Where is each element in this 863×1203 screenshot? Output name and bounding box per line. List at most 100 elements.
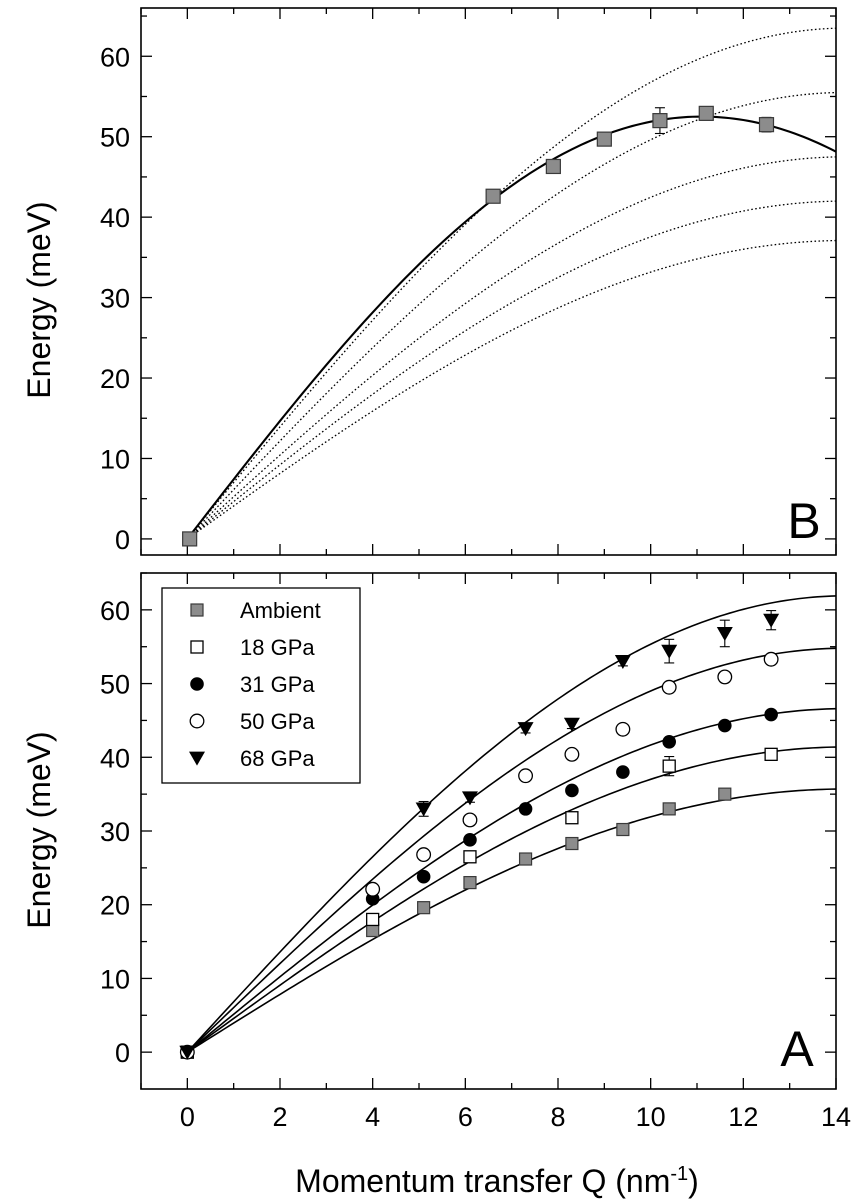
panel-a-data-point-shape: [366, 923, 380, 938]
panel-a-y-tick-label: 60: [100, 596, 130, 626]
panel-a-data-point-shape: [463, 833, 477, 847]
legend-label: 50 GPa: [240, 709, 315, 734]
panel-a-curves: [186, 595, 836, 1053]
panel-a-data-point: [416, 869, 431, 884]
panel-a-data-point-shape: [763, 651, 779, 667]
panel-a-data-point-shape: [563, 717, 580, 732]
panel-a-data-point: [763, 613, 780, 628]
panel-a-data-point: [565, 783, 579, 798]
panel-b-dotted-curve: [186, 200, 836, 540]
panel-b-data-point: [182, 531, 198, 547]
panel-a-x-tick-label: 12: [728, 1102, 758, 1132]
panel-a-data-point: [565, 811, 579, 825]
panel-a-data-point-shape: [179, 1045, 196, 1060]
panel-a-data-point-shape: [764, 707, 778, 722]
panel-a-data-point-shape: [517, 722, 534, 737]
panel-a-fit-curve: [186, 647, 836, 1053]
panel-b-curves: [186, 27, 836, 540]
panel-a-data-point: [563, 717, 580, 732]
panel-a-data-point-shape: [718, 718, 732, 733]
panel-a-data-point: [616, 765, 630, 779]
panel-a-data-point-shape: [518, 768, 534, 784]
panel-a-label: A: [780, 1021, 814, 1077]
legend-marker: [190, 603, 204, 617]
panel-a-data-point-shape: [565, 836, 579, 851]
panel-b-data-point: [698, 105, 714, 121]
panel-a-data-point: [518, 802, 533, 816]
panel-b-y-tick-label: 20: [100, 364, 130, 394]
panel-b-data-point-shape: [698, 105, 714, 121]
panel-a-data-point: [415, 802, 432, 817]
panel-a-data-point-shape: [463, 875, 477, 890]
panel-a-plot-area: 0 10 20 30 40 50 60 0 2 4 6 8 10 12 14: [100, 572, 851, 1132]
panel-a-data-point: [366, 923, 380, 938]
panel-a-y-tick-label: 10: [100, 964, 130, 994]
panel-a-x-tick-label: 0: [180, 1102, 195, 1132]
panel-b-dotted-curve: [186, 156, 836, 540]
panel-a-data-point-shape: [764, 747, 778, 761]
panel-a-data-point-shape: [614, 655, 631, 670]
panel-b-data-point-shape: [545, 158, 561, 175]
panel-a-x-axis-title: Momentum transfer Q (nm-1): [295, 1163, 699, 1199]
legend-marker: [190, 677, 204, 691]
panel-b-points: [182, 105, 775, 547]
panel-a-data-point: [462, 812, 478, 828]
legend-marker-shape: [190, 640, 204, 654]
panel-a-data-point: [565, 836, 579, 851]
legend-label: 31 GPa: [240, 672, 315, 697]
panel-a-x-tick-label: 8: [550, 1102, 565, 1132]
panel-b-frame: [140, 7, 837, 556]
legend-label: 68 GPa: [240, 746, 315, 771]
panel-a-data-point: [717, 669, 733, 685]
panel-b-label: B: [787, 493, 820, 549]
panel-a-x-tick-label: 6: [458, 1102, 473, 1132]
panel-a-data-point-shape: [416, 869, 431, 884]
panel-a-data-point: [517, 722, 534, 737]
panel-a-data-point: [518, 768, 534, 784]
panel-b-y-tick-label: 50: [100, 123, 130, 153]
panel-a-data-point-shape: [662, 802, 676, 816]
panel-a-data-point: [365, 881, 381, 897]
panel-a-data-point-shape: [616, 822, 630, 837]
panel-a-data-point-shape: [518, 852, 533, 866]
panel-a-data-point-shape: [564, 746, 580, 762]
panel-a-y-tick-label: 20: [100, 891, 130, 921]
panel-a-data-point: [463, 833, 477, 847]
panel-b-data-point: [596, 131, 612, 147]
panel-a-y-tick-label: 30: [100, 817, 130, 847]
panel-a-data-point: [661, 644, 678, 659]
panel-a-data-point-shape: [615, 721, 631, 737]
panel-a-data-point-shape: [662, 759, 676, 773]
panel-a-data-point: [763, 651, 779, 667]
legend-marker: [190, 640, 204, 654]
panel-a-data-point: [616, 822, 630, 837]
legend-marker-shape: [189, 713, 205, 729]
panel-a-data-point: [764, 747, 778, 761]
panel-a-data-point: [463, 875, 477, 890]
legend-marker-shape: [190, 603, 204, 617]
panel-a-data-point: [662, 802, 676, 816]
panel-a-data-point: [417, 901, 431, 915]
panel-a-fit-curve: [186, 788, 836, 1053]
panel-a-data-point-shape: [518, 802, 533, 816]
panel-a-data-point-shape: [365, 881, 381, 897]
panel-a-data-point-shape: [463, 850, 477, 864]
panel-a-data-point: [661, 679, 677, 695]
panel-b-data-point: [652, 113, 668, 129]
panel-a-x-tick-label: 2: [272, 1102, 287, 1132]
panel-a-data-point: [764, 707, 778, 722]
panel-a-data-point: [718, 787, 732, 801]
panel-a-data-point: [614, 655, 631, 670]
panel-b-data-point-shape: [652, 113, 668, 129]
panel-b-data-point: [485, 188, 501, 204]
legend-marker-shape: [189, 751, 205, 766]
legend-label: 18 GPa: [240, 635, 315, 660]
panel-a-data-point-shape: [661, 679, 677, 695]
panel-a-data-point-shape: [366, 912, 380, 927]
panel-a-y-tick-label: 0: [115, 1038, 130, 1068]
panel-a-data-point: [461, 791, 478, 806]
x-axis-title-main: Momentum transfer Q (nm: [295, 1163, 670, 1199]
panel-a-data-point: [416, 847, 432, 863]
x-axis-title-suffix: ): [688, 1163, 699, 1199]
